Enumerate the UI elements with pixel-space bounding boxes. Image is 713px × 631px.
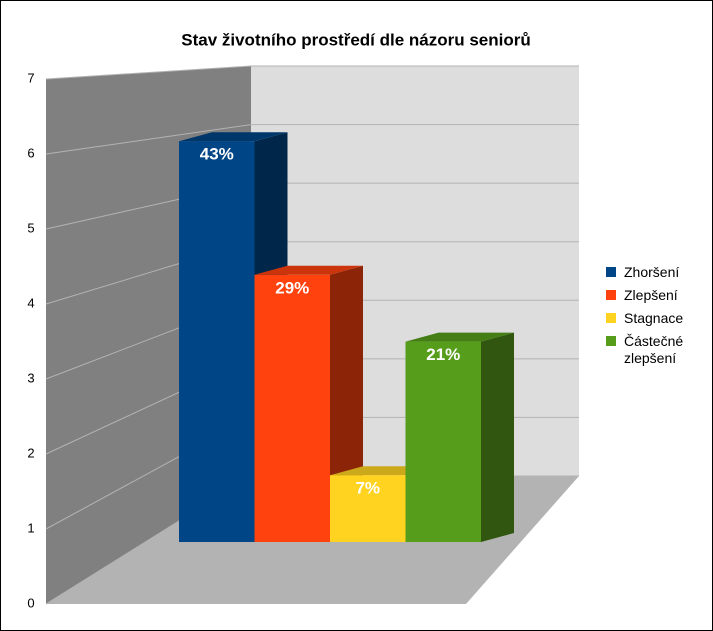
legend-swatch [606, 290, 616, 300]
y-tick-label: 7 [27, 70, 34, 85]
legend-item: Stagnace [606, 310, 706, 327]
chart-title: Stav životního prostředí dle názoru seni… [181, 30, 531, 49]
bar-top [179, 132, 288, 142]
bar-top [254, 265, 363, 275]
legend-item: Zhoršení [606, 264, 706, 281]
grid-line [45, 124, 252, 155]
y-tick-label: 4 [27, 295, 34, 310]
legend-label: Zlepšení [624, 287, 678, 303]
legend-label: Zhoršení [624, 264, 680, 280]
legend-item: Zlepšení [606, 287, 706, 304]
y-tick-label: 0 [27, 595, 34, 610]
y-tick-label: 6 [27, 145, 34, 160]
legend-label: Částečné zlepšení [624, 333, 684, 366]
grid-line [45, 65, 252, 80]
legend-swatch [606, 313, 616, 323]
legend: Zhoršení Zlepšení Stagnace Částečné zlepšen… [606, 264, 706, 373]
bar-top [405, 332, 514, 342]
legend-swatch [606, 336, 616, 346]
data-label: 43% [200, 145, 234, 164]
bar [179, 141, 255, 542]
bar [254, 274, 330, 542]
data-label: 21% [426, 345, 460, 364]
plot: 0 1 2 3 4 5 6 7 43% 29% 7% 21% [27, 65, 579, 610]
legend-item: Částečné zlepšení [606, 333, 706, 367]
legend-swatch [606, 267, 616, 277]
bar [330, 475, 406, 542]
data-label: 29% [275, 278, 309, 297]
legend-label: Stagnace [624, 310, 684, 326]
bar-side [481, 332, 514, 542]
data-label: 7% [355, 479, 380, 498]
y-tick-label: 5 [27, 220, 34, 235]
y-tick-label: 1 [27, 520, 34, 535]
y-tick-label: 3 [27, 370, 34, 385]
y-tick-label: 2 [27, 445, 34, 460]
bar [405, 341, 481, 542]
